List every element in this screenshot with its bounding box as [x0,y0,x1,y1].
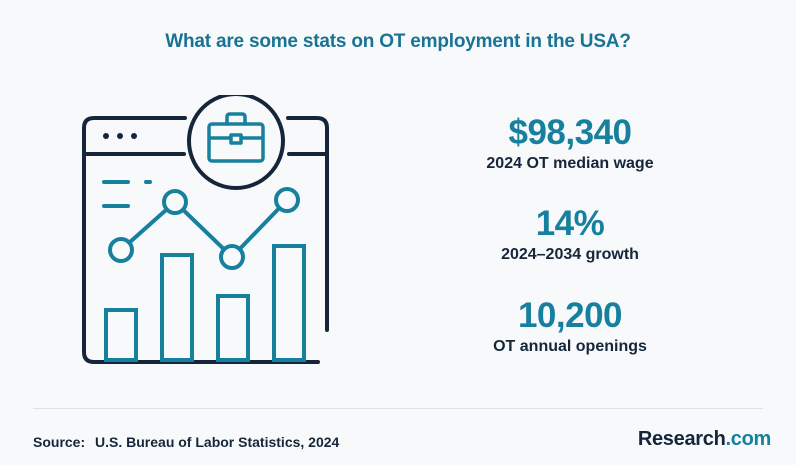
brand-logo: Research.com [638,428,771,451]
stat-median-wage: $98,340 2024 OT median wage [420,114,720,174]
window-dots-icon [103,133,137,139]
source-text: U.S. Bureau of Labor Statistics, 2024 [95,434,340,450]
briefcase-icon [187,95,285,190]
browser-window-icon [82,116,187,364]
source-label: Source: [33,434,86,450]
source-note: Source: U.S. Bureau of Labor Statistics,… [33,434,339,450]
stat-value: 10,200 [517,296,623,335]
stat-label: OT annual openings [493,338,647,355]
stat-label: 2024 OT median wage [486,155,654,172]
stat-value: 14% [535,204,605,243]
stat-label: 2024–2034 growth [501,246,639,263]
stat-value: $98,340 [508,113,632,152]
page-title: What are some stats on OT employment in … [165,31,631,52]
browser-chart-illustration [82,95,329,364]
footer-divider [33,408,763,409]
stat-annual-openings: 10,200 OT annual openings [420,297,720,357]
bar-chart-icon [104,244,306,362]
brand-suffix: .com [725,428,772,450]
line-chart-icon [108,187,300,270]
brand-name: Research [637,428,726,450]
stat-growth: 14% 2024–2034 growth [420,205,720,265]
text-lines-icon [102,180,152,208]
